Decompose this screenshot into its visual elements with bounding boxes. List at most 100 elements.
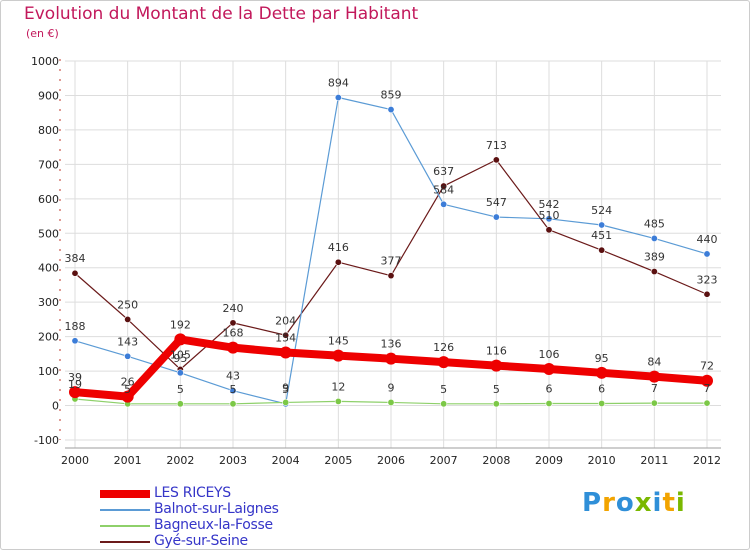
data-label: 384 xyxy=(65,252,86,265)
data-point xyxy=(71,337,79,345)
data-point xyxy=(69,386,81,399)
data-label: 5 xyxy=(493,383,500,396)
logo-letter: r xyxy=(602,488,616,518)
legend-swatch xyxy=(100,509,150,511)
data-point xyxy=(492,400,500,408)
axes: -100 0 100 200 300 400 500 600 700 800 900 1000 2000… xyxy=(31,55,721,467)
chart-subtitle: (en €) xyxy=(26,27,59,40)
proxiti-logo: Proxiti xyxy=(582,488,686,518)
data-point xyxy=(703,290,711,298)
legend-label: Gyé-sur-Seine xyxy=(154,533,248,549)
y-tick-label: 600 xyxy=(38,193,59,206)
data-label: 136 xyxy=(381,338,402,351)
data-point xyxy=(387,106,395,114)
legend-label: Bagneux-la-Fosse xyxy=(154,517,273,533)
legend-label: Balnot-sur-Laignes xyxy=(154,501,279,517)
data-label: 39 xyxy=(68,371,82,384)
data-point xyxy=(440,200,448,208)
data-point xyxy=(176,400,184,408)
data-point xyxy=(334,397,342,405)
y-tick-label: 700 xyxy=(38,158,59,171)
data-point xyxy=(440,182,448,190)
data-point xyxy=(282,331,290,339)
data-point xyxy=(124,315,132,323)
data-label: 524 xyxy=(591,204,612,217)
logo-letter: o xyxy=(615,488,635,518)
data-point xyxy=(703,250,711,258)
data-point xyxy=(227,341,239,354)
data-labels: 384 250 105 240 204 416 377 637 713 510 451 389 323 1… xyxy=(65,77,718,396)
y-tick-label: 400 xyxy=(38,262,59,275)
data-label: 389 xyxy=(644,251,665,264)
data-label: 26 xyxy=(121,376,135,389)
data-point xyxy=(492,156,500,164)
data-label: 95 xyxy=(173,352,187,365)
data-label: 377 xyxy=(381,255,402,268)
data-label: 416 xyxy=(328,241,349,254)
data-label: 188 xyxy=(65,320,86,333)
data-label: 323 xyxy=(697,273,718,286)
y-tick-label: 900 xyxy=(38,89,59,102)
logo-letter: P xyxy=(582,488,603,518)
data-point xyxy=(598,399,606,407)
y-tick-label: 300 xyxy=(38,296,59,309)
chart-title: Evolution du Montant de la Dette par Hab… xyxy=(24,4,419,24)
data-label: 12 xyxy=(331,380,345,393)
data-point xyxy=(648,370,661,383)
data-point xyxy=(174,333,187,346)
data-label: 43 xyxy=(226,370,240,383)
data-label: 95 xyxy=(595,352,609,365)
data-label: 894 xyxy=(328,77,349,90)
data-point xyxy=(385,352,397,365)
y-tick-label: 0 xyxy=(52,400,59,413)
data-point xyxy=(387,398,395,406)
data-label: 9 xyxy=(388,381,395,394)
data-label: 240 xyxy=(223,302,244,315)
data-point xyxy=(598,221,606,229)
data-label: 168 xyxy=(223,327,244,340)
x-tick-label: 2006 xyxy=(377,454,405,467)
data-label: 510 xyxy=(539,209,560,222)
data-label: 713 xyxy=(486,139,507,152)
data-point xyxy=(437,356,450,369)
data-point xyxy=(71,269,79,277)
data-label: 637 xyxy=(433,165,454,178)
data-point xyxy=(543,363,555,376)
y-tick-label: 800 xyxy=(38,124,59,137)
logo-letter: i xyxy=(675,488,686,518)
data-label: 105 xyxy=(170,348,191,361)
y-tick-label: 1000 xyxy=(31,55,59,68)
x-tick-label: 2008 xyxy=(482,454,510,467)
data-label: 5 xyxy=(124,383,131,396)
line-chart: -100 0 100 200 300 400 500 600 700 800 900 1000 2000… xyxy=(31,55,721,467)
data-label: 9 xyxy=(282,381,289,394)
legend-label: LES RICEYS xyxy=(154,485,231,501)
x-tick-label: 2012 xyxy=(693,454,721,467)
data-label: 72 xyxy=(700,360,714,373)
data-point xyxy=(121,390,134,403)
logo-letter: x xyxy=(634,488,653,518)
x-tick-label: 2003 xyxy=(219,454,247,467)
data-label: 547 xyxy=(486,196,507,209)
data-point xyxy=(598,246,606,254)
data-point xyxy=(229,387,237,395)
data-point xyxy=(124,352,132,360)
data-label: 19 xyxy=(68,378,82,391)
x-tick-label: 2009 xyxy=(535,454,563,467)
x-tick-label: 2004 xyxy=(272,454,300,467)
data-label: 126 xyxy=(433,341,454,354)
y-tick-label: 100 xyxy=(38,365,59,378)
legend-item: Gyé-sur-Seine xyxy=(100,533,360,550)
x-tick-label: 2005 xyxy=(324,454,352,467)
data-label: 84 xyxy=(647,356,661,369)
data-label: 7 xyxy=(651,382,658,395)
grid xyxy=(65,60,721,448)
data-label: 7 xyxy=(704,382,711,395)
data-point xyxy=(229,400,237,408)
data-point xyxy=(545,226,553,234)
data-point xyxy=(279,346,292,359)
data-label: 145 xyxy=(328,335,349,348)
data-point xyxy=(492,213,500,221)
y-tick-label: 500 xyxy=(38,227,59,240)
